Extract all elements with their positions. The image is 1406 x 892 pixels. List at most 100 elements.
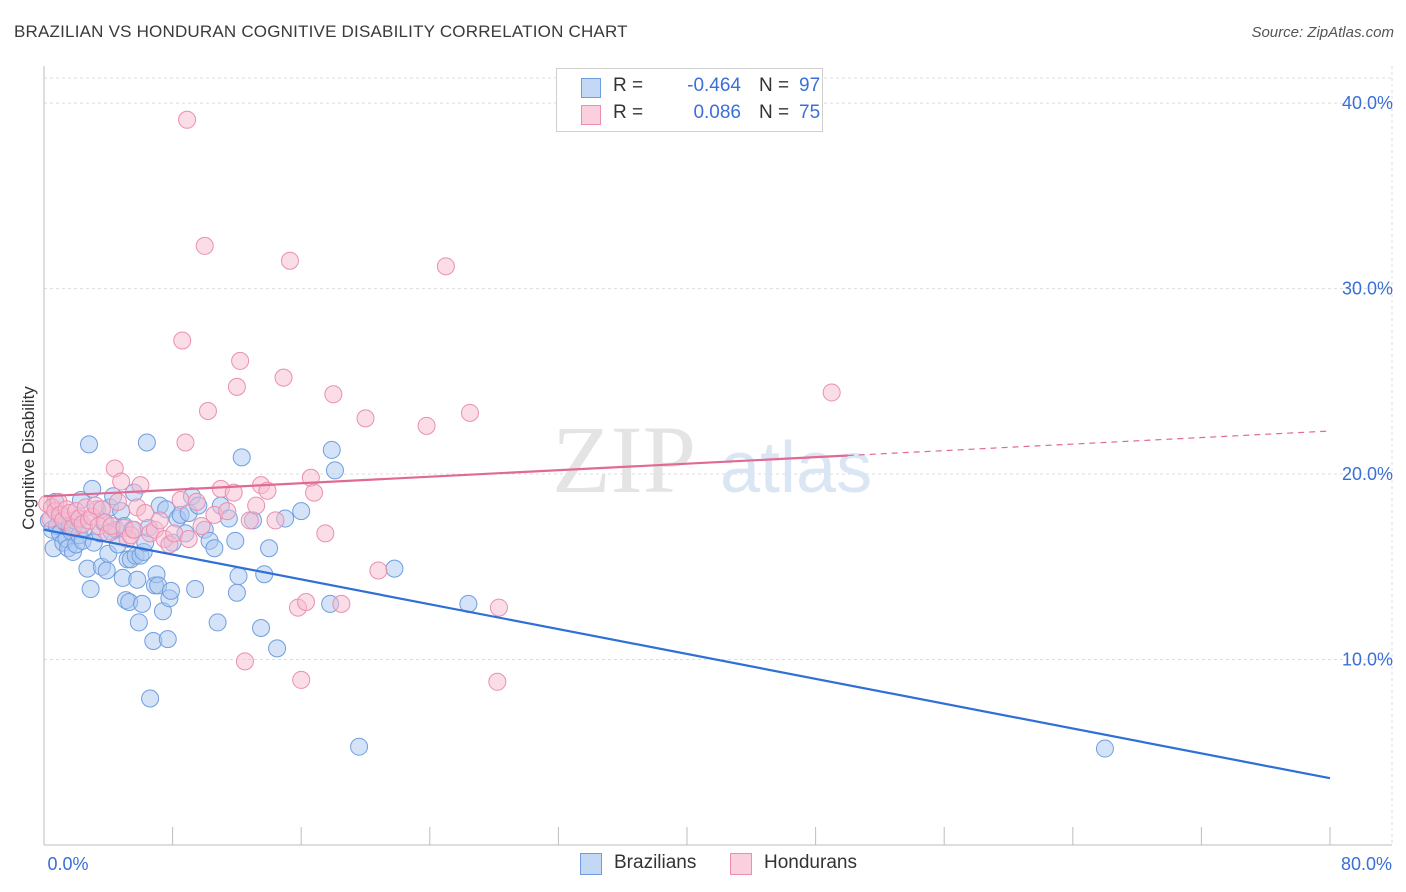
hondurans-trend-extension xyxy=(847,430,1331,457)
brazilians-point xyxy=(128,570,147,589)
hondurans-point xyxy=(292,670,311,689)
correlation-legend: R = -0.464 N = 97 R = 0.086 N = 75 xyxy=(556,68,823,132)
hondurans-point xyxy=(247,496,266,515)
hondurans-point xyxy=(488,672,507,691)
brazilians-point xyxy=(81,580,100,599)
brazilians-point xyxy=(227,583,246,602)
brazilians-point xyxy=(252,618,271,637)
hondurans-point xyxy=(224,483,243,502)
y-tick-label: 10.0% xyxy=(1342,650,1393,670)
hondurans-point xyxy=(258,481,277,500)
n-value: 75 xyxy=(799,102,821,123)
y-axis-label: Cognitive Disability xyxy=(19,386,38,530)
brazilians-point xyxy=(350,737,369,756)
hondurans-point xyxy=(108,492,127,511)
hondurans-point xyxy=(356,409,375,428)
brazilians-point xyxy=(1095,739,1114,758)
hondurans-point xyxy=(171,491,190,510)
source-label: Source: ZipAtlas.com xyxy=(1251,24,1394,41)
r-label: R = xyxy=(613,102,644,123)
hondurans-point xyxy=(235,652,254,671)
hondurans-point xyxy=(822,383,841,402)
brazilians-point xyxy=(129,613,148,632)
x-tick-label: 80.0% xyxy=(1341,854,1392,874)
hondurans-point xyxy=(173,331,192,350)
hondurans-point xyxy=(436,257,455,276)
hondurans-point xyxy=(198,401,217,420)
watermark-zip: ZIP xyxy=(552,406,696,513)
hondurans-point xyxy=(316,524,335,543)
n-label: N = xyxy=(759,102,790,123)
r-value: 0.086 xyxy=(693,102,741,123)
hondurans-point xyxy=(240,511,259,530)
hondurans-swatch xyxy=(730,853,752,875)
brazilians-point xyxy=(325,461,344,480)
hondurans-point xyxy=(305,483,324,502)
hondurans-point xyxy=(417,416,436,435)
brazilians-point xyxy=(80,435,99,454)
hondurans-point xyxy=(125,520,144,539)
brazilians-point xyxy=(229,567,248,586)
brazilians-point xyxy=(158,630,177,649)
hondurans-point xyxy=(150,511,169,530)
hondurans-point xyxy=(192,516,211,535)
hondurans-point xyxy=(176,433,195,452)
hondurans-point xyxy=(131,476,150,495)
brazilians-point xyxy=(97,561,116,580)
hondurans-point xyxy=(227,377,246,396)
chart-title: BRAZILIAN VS HONDURAN COGNITIVE DISABILI… xyxy=(14,22,628,41)
watermark: ZIP atlas xyxy=(552,406,872,513)
r-value: -0.464 xyxy=(687,75,741,96)
hondurans-point xyxy=(332,594,351,613)
hondurans-points xyxy=(38,110,841,691)
y-tick-label: 30.0% xyxy=(1342,279,1393,299)
y-tick-label: 20.0% xyxy=(1342,464,1393,484)
hondurans-point xyxy=(266,511,285,530)
brazilians-point xyxy=(208,613,227,632)
trend-lines xyxy=(43,430,1331,780)
axes xyxy=(43,66,1392,846)
brazilians-point xyxy=(205,539,224,558)
hondurans-point xyxy=(231,351,250,370)
brazilians-point xyxy=(226,531,245,550)
hondurans-swatch xyxy=(581,105,601,125)
hondurans-point xyxy=(280,251,299,270)
brazilians-point xyxy=(292,502,311,521)
hondurans-point xyxy=(178,110,197,129)
hondurans-point xyxy=(136,503,155,522)
watermark-atlas: atlas xyxy=(720,428,872,508)
legend-label: Hondurans xyxy=(764,852,857,873)
n-label: N = xyxy=(759,75,790,96)
brazilians-point xyxy=(322,440,341,459)
n-value: 97 xyxy=(799,75,821,96)
hondurans-point xyxy=(218,502,237,521)
hondurans-trend-line xyxy=(43,454,848,498)
brazilians-point xyxy=(141,689,160,708)
brazilians-point xyxy=(268,639,287,658)
r-label: R = xyxy=(613,75,644,96)
tick-labels: 10.0% 20.0% 30.0% 40.0% 0.0% 80.0% xyxy=(47,93,1393,874)
brazilians-trend-line xyxy=(43,528,1331,780)
brazilians-point xyxy=(232,448,251,467)
brazilians-point xyxy=(260,539,279,558)
hondurans-point xyxy=(460,403,479,422)
brazilians-point xyxy=(186,580,205,599)
hondurans-point xyxy=(187,492,206,511)
legend-label: Brazilians xyxy=(614,852,697,873)
hondurans-point xyxy=(489,598,508,617)
brazilians-swatch xyxy=(580,853,602,875)
hondurans-point xyxy=(195,236,214,255)
brazilians-point xyxy=(385,559,404,578)
hondurans-point xyxy=(369,561,388,580)
brazilians-swatch xyxy=(581,78,601,98)
hondurans-point xyxy=(324,385,343,404)
hondurans-point xyxy=(297,593,316,612)
x-tick-label: 0.0% xyxy=(47,854,88,874)
y-tick-label: 40.0% xyxy=(1342,93,1393,113)
hondurans-point xyxy=(112,472,131,491)
hondurans-point xyxy=(179,529,198,548)
brazilians-point xyxy=(161,581,180,600)
brazilians-point xyxy=(133,594,152,613)
hondurans-point xyxy=(274,368,293,387)
